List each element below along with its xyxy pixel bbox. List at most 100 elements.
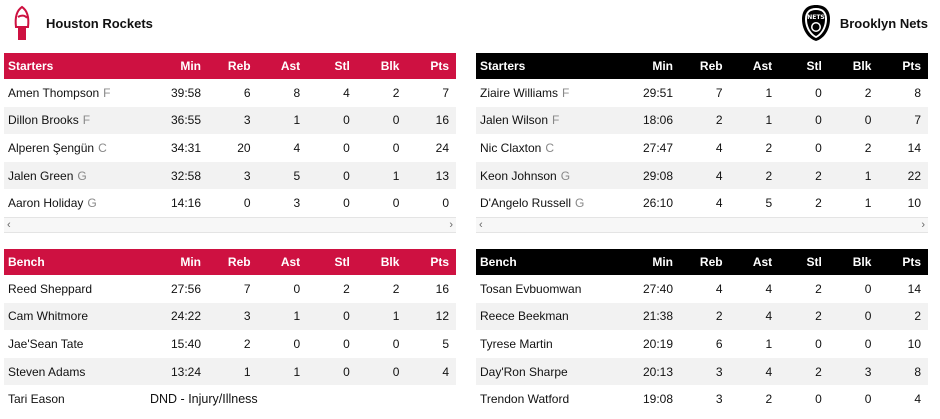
column-header-reb[interactable]: Reb — [208, 249, 258, 275]
player-name[interactable]: Nic Claxton — [480, 140, 542, 155]
scroll-left-icon[interactable]: ‹ — [479, 218, 483, 231]
column-header-stl[interactable]: Stl — [307, 249, 357, 275]
stat-blk: 2 — [864, 85, 872, 100]
column-header-stl[interactable]: Stl — [779, 53, 829, 79]
stat-blk: 0 — [392, 364, 400, 379]
column-header-stl[interactable]: Stl — [307, 53, 357, 79]
column-header-pts[interactable]: Pts — [878, 53, 928, 79]
column-header-pts[interactable]: Pts — [406, 249, 456, 275]
player-name[interactable]: Tosan Evbuomwan — [480, 281, 582, 296]
player-name[interactable]: D'Angelo Russell — [480, 196, 572, 211]
stat-min: 27:40 — [642, 281, 673, 296]
stat-reb: 4 — [715, 196, 723, 211]
stat-pts: 10 — [907, 196, 921, 211]
stat-ast: 2 — [765, 168, 773, 183]
horizontal-scrollbar[interactable]: ‹ › — [4, 216, 456, 233]
stat-min: 19:08 — [642, 392, 673, 407]
column-header-blk[interactable]: Blk — [356, 53, 407, 79]
stat-reb: 2 — [715, 113, 723, 128]
table-row: Amen Thompson F 39:58 6 8 4 2 7 — [4, 79, 456, 107]
player-name[interactable]: Steven Adams — [8, 364, 86, 379]
scroll-right-icon[interactable]: › — [921, 218, 925, 231]
stat-min: 13:24 — [170, 364, 201, 379]
player-name[interactable]: Reed Sheppard — [8, 281, 93, 296]
player-name[interactable]: Jalen Green — [8, 168, 74, 183]
scroll-right-icon[interactable]: › — [449, 218, 453, 231]
column-header-blk[interactable]: Blk — [356, 249, 407, 275]
column-header-pts[interactable]: Pts — [406, 53, 456, 79]
stat-min: 39:58 — [170, 85, 201, 100]
column-header-min[interactable]: Min — [610, 249, 680, 275]
stat-ast: 0 — [293, 281, 301, 296]
player-name[interactable]: Ziaire Williams — [480, 85, 558, 100]
stat-pts: 22 — [907, 168, 921, 183]
stat-blk: 1 — [864, 196, 872, 211]
stat-ast: 2 — [765, 140, 773, 155]
stat-blk: 1 — [864, 168, 872, 183]
column-header-reb[interactable]: Reb — [680, 53, 730, 79]
home-team-name[interactable]: Houston Rockets — [46, 15, 153, 31]
player-name[interactable]: Tari Eason — [8, 392, 65, 407]
player-name[interactable]: Trendon Watford — [480, 392, 570, 407]
stat-blk: 2 — [864, 140, 872, 155]
stat-ast: 4 — [765, 364, 773, 379]
table-row: Ziaire Williams F 29:51 7 1 0 2 8 — [476, 79, 928, 107]
column-header-pts[interactable]: Pts — [878, 249, 928, 275]
column-header-ast[interactable]: Ast — [729, 53, 780, 79]
player-name[interactable]: Tyrese Martin — [480, 336, 553, 351]
player-name[interactable]: Cam Whitmore — [8, 309, 89, 324]
stat-ast: 1 — [293, 309, 301, 324]
stat-pts: 8 — [914, 85, 921, 100]
horizontal-scrollbar[interactable]: ‹ › — [476, 216, 928, 233]
stat-blk: 0 — [392, 336, 400, 351]
column-header-blk[interactable]: Blk — [828, 249, 879, 275]
stat-blk: 0 — [392, 140, 400, 155]
column-header-ast[interactable]: Ast — [257, 249, 308, 275]
stat-min: 27:47 — [642, 140, 673, 155]
table-row: Aaron Holiday G 14:16 0 3 0 0 0 — [4, 189, 456, 217]
player-name[interactable]: Dillon Brooks — [8, 113, 79, 128]
table-row: Keon Johnson G 29:08 4 2 2 1 22 — [476, 161, 928, 190]
column-header-blk[interactable]: Blk — [828, 53, 879, 79]
stat-ast: 1 — [765, 85, 773, 100]
player-name[interactable]: Alperen Şengün — [8, 140, 95, 155]
stat-blk: 1 — [392, 168, 400, 183]
stat-blk: 2 — [392, 281, 400, 296]
stat-pts: 13 — [435, 168, 449, 183]
player-position: F — [552, 113, 560, 128]
player-name[interactable]: Jalen Wilson — [480, 113, 549, 128]
player-position: F — [562, 85, 570, 100]
column-header-ast[interactable]: Ast — [257, 53, 308, 79]
player-name[interactable]: Amen Thompson — [8, 85, 100, 100]
stat-reb: 7 — [715, 85, 723, 100]
stat-min: 29:08 — [642, 168, 673, 183]
scroll-left-icon[interactable]: ‹ — [7, 218, 11, 231]
column-header-min[interactable]: Min — [138, 249, 208, 275]
player-name[interactable]: Day'Ron Sharpe — [480, 364, 568, 379]
player-name[interactable]: Aaron Holiday — [8, 196, 84, 211]
column-header-ast[interactable]: Ast — [729, 249, 780, 275]
stat-ast: 4 — [293, 140, 301, 155]
column-header-bench: Bench — [4, 249, 138, 275]
table-row: Alperen Şengün C 34:31 20 4 0 0 24 — [4, 134, 456, 162]
column-header-min[interactable]: Min — [610, 53, 680, 79]
column-header-reb[interactable]: Reb — [208, 53, 258, 79]
stat-pts: 16 — [435, 113, 449, 128]
stat-pts: 4 — [914, 392, 921, 407]
stat-stl: 0 — [343, 168, 350, 183]
column-header-min[interactable]: Min — [138, 53, 208, 79]
stat-pts: 14 — [907, 140, 921, 155]
column-header-starters: Starters — [4, 53, 138, 79]
stat-min: 26:10 — [642, 196, 673, 211]
away-team-name[interactable]: Brooklyn Nets — [839, 15, 928, 31]
column-header-stl[interactable]: Stl — [779, 249, 829, 275]
player-name[interactable]: Jae'Sean Tate — [8, 336, 84, 351]
stat-pts: 14 — [907, 281, 921, 296]
stat-ast: 1 — [765, 336, 773, 351]
player-name[interactable]: Keon Johnson — [480, 168, 557, 183]
player-name[interactable]: Reece Beekman — [480, 309, 569, 324]
stat-reb: 20 — [237, 140, 251, 155]
column-header-reb[interactable]: Reb — [680, 249, 730, 275]
stat-stl: 2 — [815, 281, 822, 296]
stat-ast: 4 — [765, 281, 773, 296]
